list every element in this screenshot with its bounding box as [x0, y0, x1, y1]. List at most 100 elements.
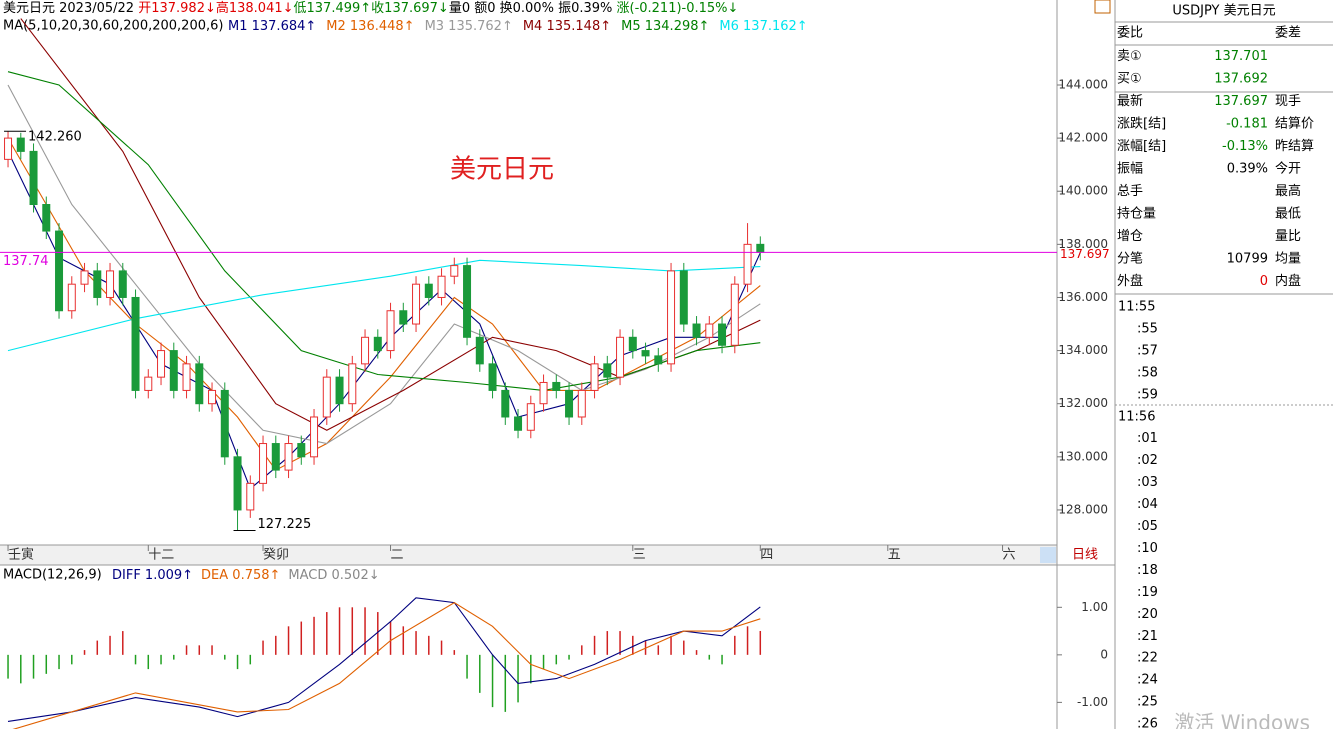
candle-body	[526, 403, 535, 431]
candle-body	[42, 204, 51, 232]
row-label: 涨幅[结]	[1117, 139, 1166, 154]
header-segment: 低137.499↑	[294, 1, 372, 16]
x-tick-label: 二	[391, 548, 404, 563]
candle-body	[603, 363, 612, 378]
tick-time: :18	[1137, 563, 1158, 578]
ma-line	[7, 84, 761, 445]
candle-body	[182, 363, 191, 391]
candle-body	[208, 389, 217, 405]
row-label: 振幅	[1117, 162, 1143, 177]
candle-body	[463, 265, 472, 338]
ma-legend: M1 137.684↑ M2 136.448↑ M3 135.762↑ M4 135.…	[228, 19, 808, 34]
y-tick-label: -1.00	[1077, 695, 1108, 709]
candle-body	[233, 456, 242, 511]
panel-toggle[interactable]	[1094, 0, 1111, 14]
candle-body	[743, 243, 752, 285]
header-segment: 高138.041↓	[216, 0, 294, 16]
tick-time: :26	[1137, 717, 1158, 729]
candle-body	[667, 270, 676, 365]
macd-legend: DIFF 1.009↑ DEA 0.758↑ MACD 0.502↓	[112, 568, 380, 583]
row-value: 137.697	[1214, 94, 1268, 109]
candle-body	[756, 243, 765, 253]
y-tick-label: 142.000	[1058, 131, 1108, 145]
tick-time: :19	[1137, 585, 1158, 600]
watermark: 激活 Windows	[1174, 711, 1310, 729]
tick-time: :02	[1137, 453, 1158, 468]
x-tick-label: 六	[1003, 548, 1016, 563]
tick-time: :05	[1137, 519, 1158, 534]
scroll-box[interactable]	[1040, 547, 1056, 563]
row-label: 总手	[1117, 184, 1143, 199]
tick-time: :20	[1137, 607, 1158, 622]
candle-body	[144, 376, 153, 391]
candle-body	[386, 310, 395, 352]
tick-time: :03	[1137, 475, 1158, 490]
last-price-label: 137.697	[1060, 247, 1110, 261]
candle-body	[373, 336, 382, 352]
candle-body	[259, 443, 268, 484]
legend-entry: M4 135.148↑	[523, 19, 611, 34]
quote-header: 美元日元 2023/05/22 开137.982↓高138.041↓低137.4…	[3, 0, 738, 16]
tick-time: :01	[1137, 431, 1158, 446]
ma-title: MA(5,10,20,30,60,200,200,200,6)	[3, 19, 223, 34]
candle-body	[220, 389, 229, 458]
candle-body	[450, 265, 459, 277]
candle-body	[348, 363, 357, 405]
candle-body	[692, 323, 701, 338]
candle-body	[616, 336, 625, 378]
row-label: 内盘	[1275, 273, 1301, 289]
panel-title: USDJPY 美元日元	[1172, 4, 1275, 19]
row-label: 最低	[1275, 207, 1301, 222]
row-value: 0	[1260, 274, 1268, 289]
candle-body	[412, 283, 421, 325]
row-value: 10799	[1227, 252, 1268, 267]
x-tick-label: 四	[760, 548, 773, 563]
ma-line	[7, 71, 761, 391]
row-label: 现手	[1275, 94, 1301, 109]
tick-time: 11:55	[1118, 300, 1155, 315]
y-tick-label: 144.000	[1058, 77, 1108, 91]
candle-body	[118, 270, 127, 298]
candle-body	[730, 283, 739, 346]
y-tick-label: 0	[1100, 647, 1108, 661]
candle-body	[93, 270, 102, 298]
row-label: 持仓量	[1117, 207, 1156, 222]
candle-body	[475, 336, 484, 365]
tick-time: :10	[1137, 541, 1158, 556]
header-segment: 收137.697↓	[371, 1, 449, 16]
tick-time: :04	[1137, 497, 1158, 512]
candle-body	[488, 363, 497, 391]
candle-body	[539, 381, 548, 405]
y-tick-label: 130.000	[1058, 449, 1108, 463]
legend-entry: M1 137.684↑	[228, 19, 316, 34]
chart-title: 美元日元	[450, 155, 554, 185]
candle-body	[654, 355, 663, 365]
candle-body	[679, 270, 688, 325]
row-label: 委比	[1117, 26, 1143, 41]
ma-line	[7, 597, 761, 722]
candle-body	[29, 150, 38, 206]
candle-body	[705, 323, 714, 338]
candle-body	[590, 363, 599, 391]
tick-time: :58	[1137, 365, 1158, 380]
tick-time: :25	[1137, 695, 1158, 710]
candle-body	[718, 323, 727, 346]
tick-time: :24	[1137, 673, 1158, 688]
candle-body	[67, 283, 76, 312]
candle-body	[565, 389, 574, 418]
x-tick-label: 三	[633, 548, 646, 563]
row-label: 量比	[1275, 229, 1301, 244]
legend-entry: MACD 0.502↓	[288, 568, 379, 583]
x-tick-label: 五	[888, 548, 901, 563]
row-label: 卖①	[1117, 49, 1142, 64]
header-segment: 美元日元 2023/05/22	[3, 1, 138, 16]
x-tick-label: 壬寅	[8, 547, 34, 563]
header-segment: 涨(-0.211)-0.15%↓	[617, 1, 739, 16]
period-button[interactable]: 日线	[1072, 548, 1098, 563]
candle-body	[322, 376, 331, 418]
candle-body	[157, 350, 166, 378]
row-label: 结算价	[1275, 117, 1314, 132]
candle-body	[169, 350, 178, 391]
candle-body	[501, 389, 510, 418]
